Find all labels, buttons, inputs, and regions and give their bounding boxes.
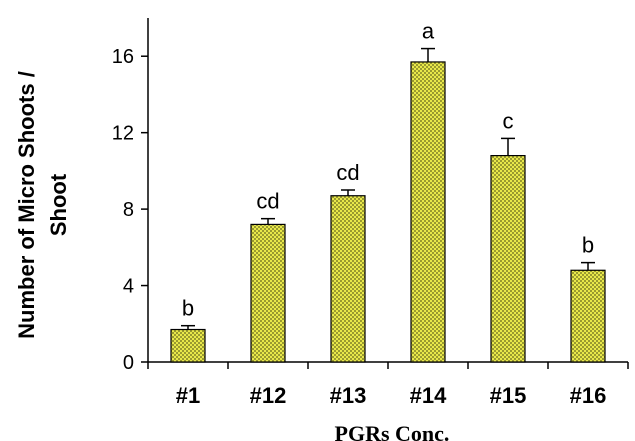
x-tick-label: #16: [570, 383, 607, 408]
y-tick-label: 0: [123, 352, 134, 374]
bar: [250, 223, 286, 363]
bar: [490, 155, 526, 363]
x-tick-label: #1: [176, 383, 200, 408]
significance-label: b: [182, 296, 194, 321]
bar: [410, 61, 446, 363]
bar: [170, 328, 206, 363]
x-tick-label: #13: [330, 383, 367, 408]
bar: [570, 269, 606, 363]
significance-label: a: [422, 19, 435, 44]
y-tick-label: 16: [112, 46, 134, 68]
x-tick-label: #12: [250, 383, 287, 408]
y-axis-title-line-2: Shoot: [46, 173, 71, 236]
y-tick-label: 8: [123, 199, 134, 221]
error-bars: [181, 47, 595, 330]
significance-labels: b cd cd a c b: [182, 19, 594, 321]
y-axis-title-line-1: Number of Micro Shoots /: [14, 71, 39, 339]
bar: [330, 195, 366, 363]
x-tick-label: #15: [490, 383, 527, 408]
x-tick-label: #14: [410, 383, 447, 408]
y-tick-label: 12: [112, 123, 134, 145]
y-tick-label: 4: [123, 276, 134, 298]
x-axis: [147, 361, 629, 369]
y-axis-title: Number of Micro Shoots / Shoot: [14, 71, 71, 339]
bars: [170, 61, 606, 363]
significance-label: b: [582, 233, 594, 258]
significance-label: cd: [336, 160, 359, 185]
significance-label: c: [503, 108, 514, 133]
x-tick-labels: #1 #12 #13 #14 #15 #16: [176, 383, 607, 408]
significance-label: cd: [256, 189, 279, 214]
x-axis-title: PGRs Conc.: [335, 421, 450, 441]
y-axis: 0 4 8 12 16: [112, 18, 149, 374]
